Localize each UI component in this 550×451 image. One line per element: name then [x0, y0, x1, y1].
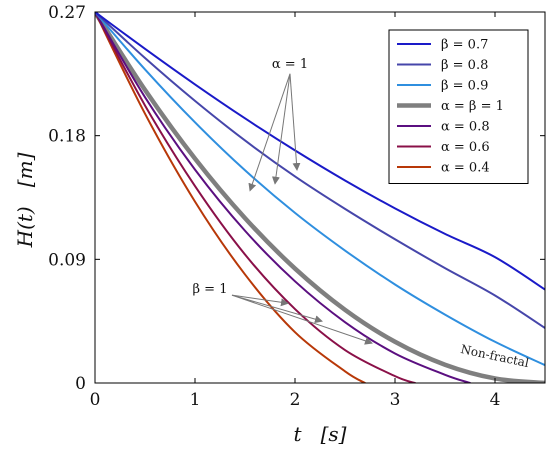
annotation-arrow	[248, 73, 291, 192]
x-tick-label: 3	[390, 390, 401, 410]
annotation-arrow	[289, 73, 301, 172]
series-line-6	[95, 12, 416, 383]
series-line-5	[95, 12, 471, 383]
x-tick-label: 4	[490, 390, 501, 410]
legend-label: α = 0.6	[441, 140, 490, 155]
y-tick-label: 0.18	[48, 127, 86, 147]
plot-frame	[94, 11, 546, 384]
annotation-label: α = 1	[272, 57, 308, 72]
legend: β = 0.7 β = 0.8 β = 0.9 α = β = 1 α = 0.8 α =…	[388, 29, 529, 184]
annotation-arrow	[271, 73, 291, 185]
y-tick-label: 0.27	[48, 3, 86, 23]
legend-label: α = β = 1	[441, 99, 504, 114]
annotation-arrow	[231, 294, 323, 324]
legend-label: β = 0.8	[441, 58, 488, 73]
curve-label-nonfractal: Non-fractal	[459, 342, 530, 370]
annotation-arrow	[231, 294, 289, 307]
series-line-1	[95, 12, 545, 291]
annotation-arrow	[231, 294, 373, 345]
series-line-4	[95, 12, 545, 383]
y-axis-title: H(t) [m]	[13, 152, 37, 248]
tick-layer: 0 1 2 3 4 0 0.09 0.18 0.27	[48, 3, 545, 410]
legend-label: β = 0.7	[441, 38, 488, 53]
series-layer	[95, 12, 545, 383]
annotation-label: β = 1	[193, 282, 228, 297]
y-tick-label: 0.09	[48, 250, 86, 270]
x-axis-title: t [s]	[294, 422, 347, 446]
legend-label: β = 0.9	[441, 79, 488, 94]
x-tick-label: 1	[190, 390, 201, 410]
x-tick-label: 2	[290, 390, 301, 410]
x-tick-label: 0	[90, 390, 101, 410]
y-tick-label: 0	[75, 374, 86, 394]
legend-label: α = 0.8	[441, 120, 490, 135]
series-line-3	[95, 12, 545, 367]
series-line-7	[95, 12, 366, 383]
series-line-2	[95, 12, 545, 330]
legend-label: α = 0.4	[441, 161, 490, 176]
